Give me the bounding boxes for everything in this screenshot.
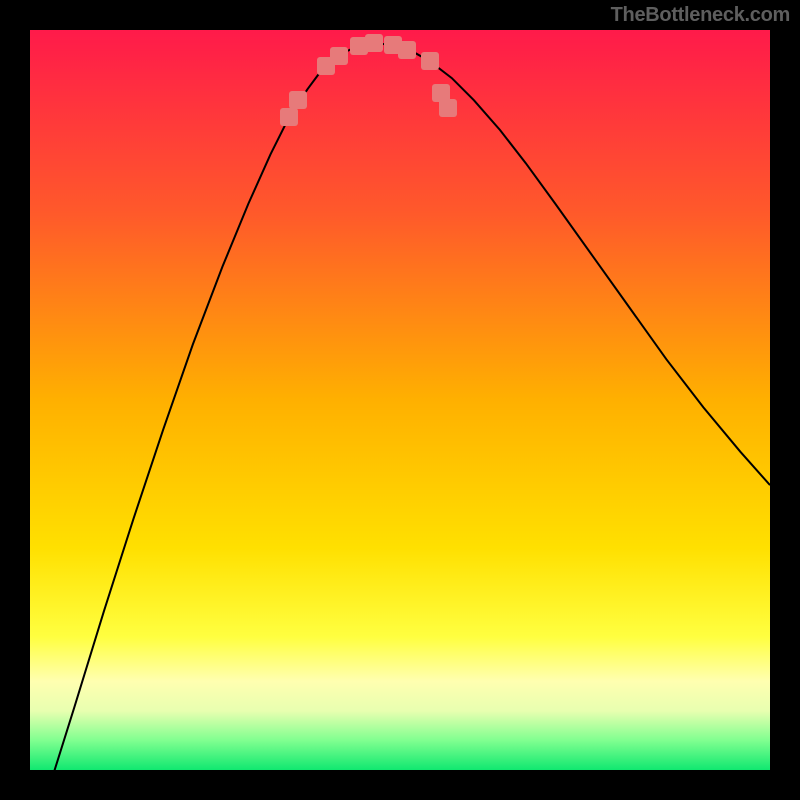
curve-marker [421,52,439,70]
curve-marker [398,41,416,59]
curve-marker [280,108,298,126]
curve-marker [330,47,348,65]
curve-marker [289,91,307,109]
curve-path [50,43,770,770]
watermark-text: TheBottleneck.com [611,4,790,27]
bottleneck-curve [30,30,770,770]
chart-plot-area [30,30,770,770]
curve-marker [439,99,457,117]
curve-marker [365,34,383,52]
